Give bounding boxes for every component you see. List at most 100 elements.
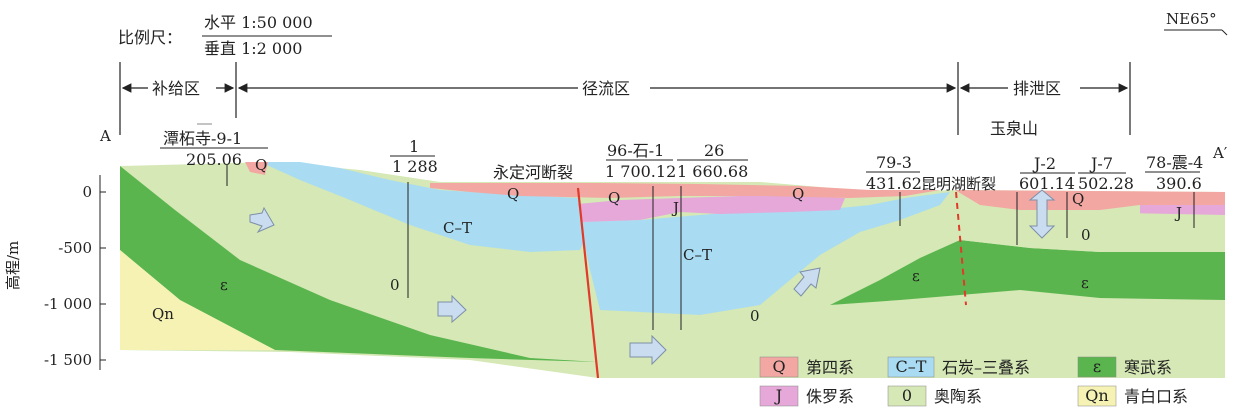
borehole-3-id: 96-石-1 — [607, 141, 664, 160]
scale-horizontal: 水平 1:50 000 — [204, 13, 313, 32]
legend-swatch — [887, 385, 927, 407]
unit-label-o: 0 — [1081, 226, 1091, 244]
mountain-label: 玉泉山 — [990, 119, 1038, 138]
borehole-2-elevation: 1 288 — [392, 157, 438, 176]
unit-label-q: Q — [255, 156, 267, 174]
borehole-7-id: J-7 — [1089, 154, 1113, 173]
direction-label: NE65° — [1166, 10, 1217, 28]
axis-label: 高程/m — [4, 241, 22, 290]
fault-kunming-label: 昆明湖断裂 — [921, 175, 996, 193]
unit-label-q: Q — [608, 189, 620, 207]
legend-item-cambrian: ε 寒武系 — [1077, 356, 1172, 378]
layer-ct-right — [580, 192, 950, 315]
flow-arrow-icon — [437, 294, 467, 324]
legend-swatch — [759, 385, 799, 407]
layer-quaternary-left — [245, 162, 268, 175]
flow-arrow-icon — [793, 267, 821, 297]
layer-cambrian-left — [120, 166, 598, 362]
scale-vertical: 垂直 1:2 000 — [204, 39, 302, 58]
legend-symbol: ε — [1093, 357, 1101, 376]
zone-discharge-label: 排泄区 — [1013, 79, 1061, 98]
unit-label-ct: C–T — [683, 246, 712, 264]
unit-label-q: Q — [1072, 190, 1084, 208]
axis-tick-label: -1 500 — [44, 351, 92, 369]
legend-symbol: Qn — [1085, 386, 1108, 405]
zone-bar — [119, 62, 1131, 135]
zone-recharge-label: 补给区 — [152, 79, 200, 98]
axis-tick-label: -1 000 — [44, 295, 92, 313]
layer-ordovician-right-lens — [960, 210, 1225, 252]
elevation-axis: 0 -500 -1 000 -1 500 高程/m — [4, 175, 106, 370]
borehole-5-id: 79-3 — [876, 153, 912, 172]
legend-item-ordovician: 0 奥陶系 — [887, 385, 982, 407]
fault-yongding-label: 永定河断裂 — [493, 163, 573, 182]
flow-arrow-icon — [629, 334, 667, 366]
legend-label: 第四系 — [806, 358, 854, 377]
scale-label: 比例尺： — [118, 28, 182, 47]
layer-quaternary-right — [955, 190, 1225, 210]
legend-symbol: J — [774, 386, 782, 405]
legend-symbol: C–T — [896, 357, 927, 376]
borehole-1-elevation: 205.06 — [186, 150, 242, 169]
borehole-1-id: 潭柘寺-9-1 — [163, 129, 242, 148]
borehole-2-id: 1 — [409, 137, 419, 156]
borehole-4-elevation: 1 660.68 — [677, 162, 748, 181]
unit-label-q: Q — [507, 185, 519, 203]
legend-label: 奥陶系 — [934, 387, 982, 406]
axis-tick-label: -500 — [58, 239, 92, 257]
layer-quaternary-mid — [430, 183, 940, 198]
flow-arrow-icon — [1028, 189, 1056, 239]
direction-arrow-icon — [1221, 29, 1228, 36]
profile-start-label: A — [99, 127, 111, 145]
legend-item-quaternary: Q 第四系 — [759, 356, 854, 378]
legend-label: 石炭–三叠系 — [942, 358, 1030, 377]
layer-cambrian-right — [830, 240, 1225, 305]
unit-label-j: J — [671, 199, 679, 217]
borehole-5-elevation: 431.62 — [866, 174, 922, 193]
legend-swatch — [887, 356, 935, 378]
layer-qingbaikou — [120, 250, 275, 350]
legend-swatch — [1077, 385, 1117, 407]
unit-label-e: ε — [220, 276, 228, 294]
fault-yongding — [576, 187, 600, 379]
legend-label: 侏罗系 — [806, 387, 854, 406]
legend-symbol: Q — [772, 357, 785, 376]
borehole-7-elevation: 502.28 — [1078, 174, 1134, 193]
borehole-4-id: 26 — [704, 141, 724, 160]
unit-label-qn: Qn — [152, 305, 174, 323]
legend-item-jurassic: J 侏罗系 — [759, 385, 854, 407]
borehole-3-elevation: 1 700.12 — [605, 162, 676, 181]
unit-label-o: 0 — [390, 276, 400, 294]
legend-swatch — [1077, 356, 1117, 378]
strata — [120, 162, 1225, 378]
axis-tick-label: 0 — [82, 183, 92, 201]
legend: Q 第四系 C–T 石炭–三叠系 ε 寒武系 J 侏罗系 0 奥陶系 Qn 青白… — [759, 356, 1188, 407]
flow-arrows — [249, 189, 1056, 366]
scale-block: 比例尺： 水平 1:50 000 垂直 1:2 000 — [118, 13, 332, 58]
flow-arrow-icon — [249, 206, 275, 234]
unit-label-ct: C–T — [443, 219, 472, 237]
fault-kunming — [955, 191, 967, 306]
borehole-6-elevation: 601.14 — [1019, 174, 1075, 193]
direction-indicator: NE65° — [1164, 10, 1228, 36]
borehole-6-id: J-2 — [1032, 154, 1056, 173]
legend-label: 寒武系 — [1124, 358, 1172, 377]
unit-label-q: Q — [792, 185, 804, 203]
zone-runoff-label: 径流区 — [582, 79, 630, 98]
profile-end-label: A′ — [1212, 144, 1228, 162]
layer-ct-left — [260, 162, 585, 252]
legend-label: 青白口系 — [1124, 387, 1188, 406]
legend-swatch — [759, 356, 799, 378]
legend-item-carboniferous-triassic: C–T 石炭–三叠系 — [887, 356, 1030, 378]
borehole-8-id: 78-震-4 — [1146, 153, 1203, 172]
layer-jurassic-mid — [578, 196, 845, 222]
legend-item-qingbaikou: Qn 青白口系 — [1077, 385, 1188, 407]
unit-label-j: J — [1174, 204, 1182, 222]
unit-label-e: ε — [1081, 274, 1089, 292]
unit-labels: Q Q Q Q Q C–T C–T J J 0 0 0 ε ε ε Qn — [152, 156, 1182, 325]
unit-label-o: 0 — [750, 307, 760, 325]
legend-symbol: 0 — [902, 386, 912, 405]
boreholes — [160, 123, 1200, 330]
borehole-8-elevation: 390.6 — [1156, 174, 1202, 193]
